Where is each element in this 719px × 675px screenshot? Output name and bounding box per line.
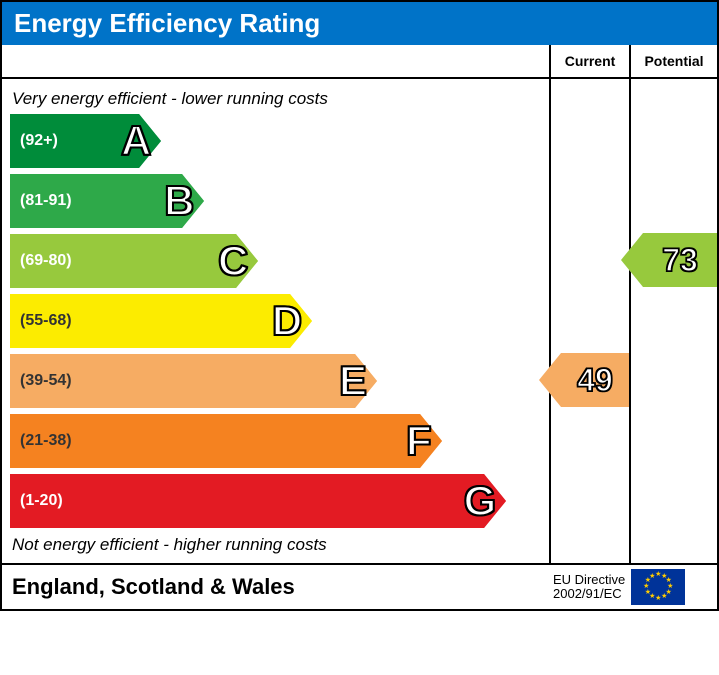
band-letter: D: [272, 297, 302, 345]
col-head-current: Current: [549, 45, 629, 79]
band-bar-a: (92+)A: [10, 114, 139, 168]
footer-directive: EU Directive 2002/91/EC ★★★★★★★★★★★★: [547, 565, 717, 609]
chart-title: Energy Efficiency Rating: [2, 2, 717, 45]
band-range: (1-20): [10, 492, 484, 510]
band-letter: B: [164, 177, 194, 225]
band-range: (21-38): [10, 432, 420, 450]
band-row: (81-91)B: [2, 171, 549, 231]
band-bar-g: (1-20)G: [10, 474, 484, 528]
bands-column: Very energy efficient - lower running co…: [2, 79, 549, 563]
potential-rating-pointer: 73: [643, 233, 717, 287]
band-letter: A: [121, 117, 151, 165]
band-bar-b: (81-91)B: [10, 174, 182, 228]
band-range: (69-80): [10, 252, 236, 270]
caption-top: Very energy efficient - lower running co…: [2, 85, 549, 111]
eu-flag-icon: ★★★★★★★★★★★★: [631, 569, 685, 605]
band-range: (55-68): [10, 312, 290, 330]
chart-grid: Current Potential Very energy efficient …: [2, 45, 717, 563]
col-head-potential: Potential: [629, 45, 717, 79]
col-head-blank: [2, 45, 549, 79]
band-bar-c: (69-80)C: [10, 234, 236, 288]
caption-bottom: Not energy efficient - higher running co…: [2, 531, 549, 557]
band-row: (69-80)C: [2, 231, 549, 291]
epc-chart: Energy Efficiency Rating Current Potenti…: [0, 0, 719, 611]
directive-line1: EU Directive: [553, 573, 625, 587]
band-letter: E: [339, 357, 367, 405]
band-range: (92+): [10, 132, 139, 150]
band-row: (21-38)F: [2, 411, 549, 471]
band-letter: G: [464, 477, 497, 525]
current-column: 49: [549, 79, 629, 563]
band-row: (55-68)D: [2, 291, 549, 351]
potential-column: 73: [629, 79, 717, 563]
band-letter: F: [406, 417, 432, 465]
footer-region: England, Scotland & Wales: [2, 566, 547, 608]
band-row: (92+)A: [2, 111, 549, 171]
band-row: (1-20)G: [2, 471, 549, 531]
band-bar-d: (55-68)D: [10, 294, 290, 348]
chart-footer: England, Scotland & Wales EU Directive 2…: [2, 563, 717, 609]
band-bar-e: (39-54)E: [10, 354, 355, 408]
band-row: (39-54)E: [2, 351, 549, 411]
band-range: (39-54): [10, 372, 355, 390]
band-range: (81-91): [10, 192, 182, 210]
directive-line2: 2002/91/EC: [553, 587, 625, 601]
current-rating-pointer: 49: [561, 353, 629, 407]
band-letter: C: [218, 237, 248, 285]
band-bar-f: (21-38)F: [10, 414, 420, 468]
